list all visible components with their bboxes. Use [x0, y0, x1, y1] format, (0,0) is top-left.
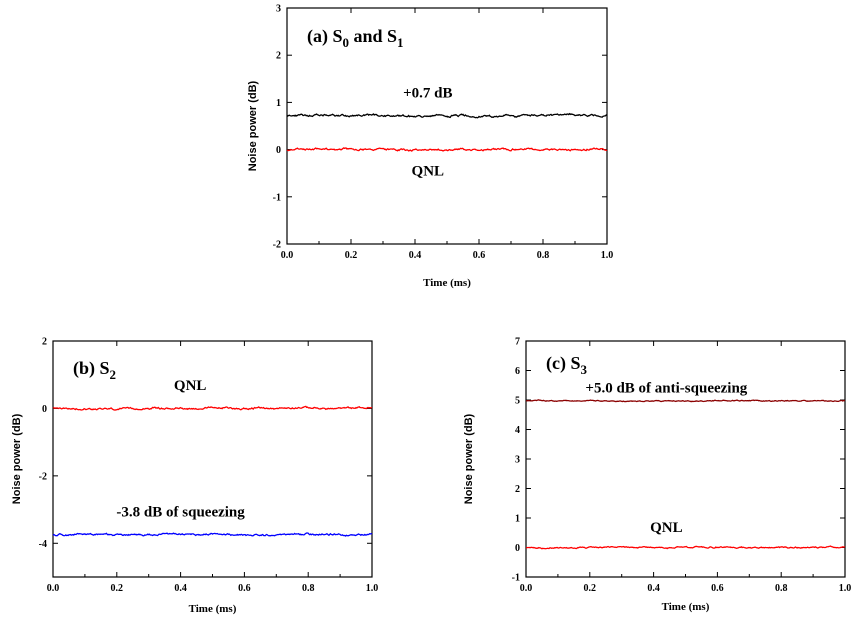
y-tick-label: -1 [273, 192, 281, 203]
series-line-0 [525, 399, 846, 403]
y-tick-label: 4 [515, 425, 520, 436]
annotation-label: +5.0 dB of anti-squeezing [585, 381, 747, 397]
series-line-0 [286, 112, 608, 119]
x-tick-label: 1.0 [366, 583, 379, 594]
x-tick-label: 0.4 [174, 583, 187, 594]
annotation-label: -3.8 dB of squeezing [116, 504, 245, 520]
panel-label: (b) S2 [73, 358, 116, 382]
y-axis-label: Noise power (dB) [247, 80, 259, 171]
y-tick-label: -1 [512, 573, 520, 584]
y-axis-label: Noise power (dB) [11, 413, 23, 504]
x-tick-label: 0.6 [473, 250, 486, 261]
panel-label: (a) S0 and S1 [307, 26, 404, 50]
y-tick-label: 5 [515, 396, 520, 407]
y-tick-label: -2 [39, 471, 47, 482]
x-tick-label: 0.6 [711, 583, 724, 594]
y-tick-label: 2 [276, 51, 281, 62]
y-tick-label: 1 [276, 98, 281, 109]
y-tick-label: 7 [515, 337, 520, 348]
x-axis-label: Time (ms) [662, 601, 710, 613]
x-tick-label: 0.2 [345, 250, 358, 261]
panel-label: (c) S3 [546, 353, 588, 377]
x-tick-label: 0.0 [47, 583, 60, 594]
annotation-label: QNL [174, 378, 207, 394]
x-tick-label: 0.2 [584, 583, 597, 594]
plot-frame [525, 340, 846, 578]
series-line-1 [286, 147, 608, 152]
y-tick-label: 0 [515, 543, 520, 554]
series-line-1 [52, 532, 373, 537]
x-tick-label: 0.2 [111, 583, 124, 594]
x-axis-label: Time (ms) [423, 277, 471, 289]
x-tick-label: 0.8 [775, 583, 788, 594]
y-tick-label: 3 [276, 4, 281, 15]
annotation-label: QNL [412, 164, 445, 180]
x-tick-label: 0.4 [409, 250, 422, 261]
y-tick-label: -2 [273, 240, 281, 251]
y-tick-label: 0 [42, 404, 47, 415]
series-line-0 [52, 405, 373, 411]
y-tick-label: 1 [515, 514, 520, 525]
annotation-label: +0.7 dB [403, 86, 452, 102]
x-tick-label: 0.0 [281, 250, 294, 261]
y-tick-label: 3 [515, 455, 520, 466]
chart-panel-0: 0.0 0.2 0.4 0.6 0.8 1.0 -2 -1 0 1 2 3 Time (ms) Noise… [247, 4, 613, 290]
y-tick-label: 6 [515, 366, 520, 377]
annotation-label: QNL [650, 520, 683, 536]
x-tick-label: 1.0 [839, 583, 852, 594]
x-tick-label: 0.6 [238, 583, 251, 594]
y-tick-label: 0 [276, 145, 281, 156]
x-tick-label: 0.8 [537, 250, 550, 261]
y-tick-label: 2 [515, 484, 520, 495]
x-tick-label: 0.4 [647, 583, 660, 594]
y-tick-label: 2 [42, 337, 47, 348]
x-tick-label: 0.8 [302, 583, 315, 594]
series-line-1 [525, 545, 846, 550]
x-tick-label: 1.0 [601, 250, 614, 261]
y-axis-label: Noise power (dB) [463, 413, 475, 504]
y-tick-label: -4 [39, 539, 47, 550]
chart-panel-1: 0.0 0.2 0.4 0.6 0.8 1.0 -4 -2 0 2 Time (ms) Noise p… [11, 337, 378, 616]
x-tick-label: 0.0 [520, 583, 533, 594]
chart-panel-2: 0.0 0.2 0.4 0.6 0.8 1.0 -1 0 1 2 3 4 5 6 7 Time (ms) Noi… [463, 337, 851, 614]
x-axis-label: Time (ms) [189, 603, 237, 615]
